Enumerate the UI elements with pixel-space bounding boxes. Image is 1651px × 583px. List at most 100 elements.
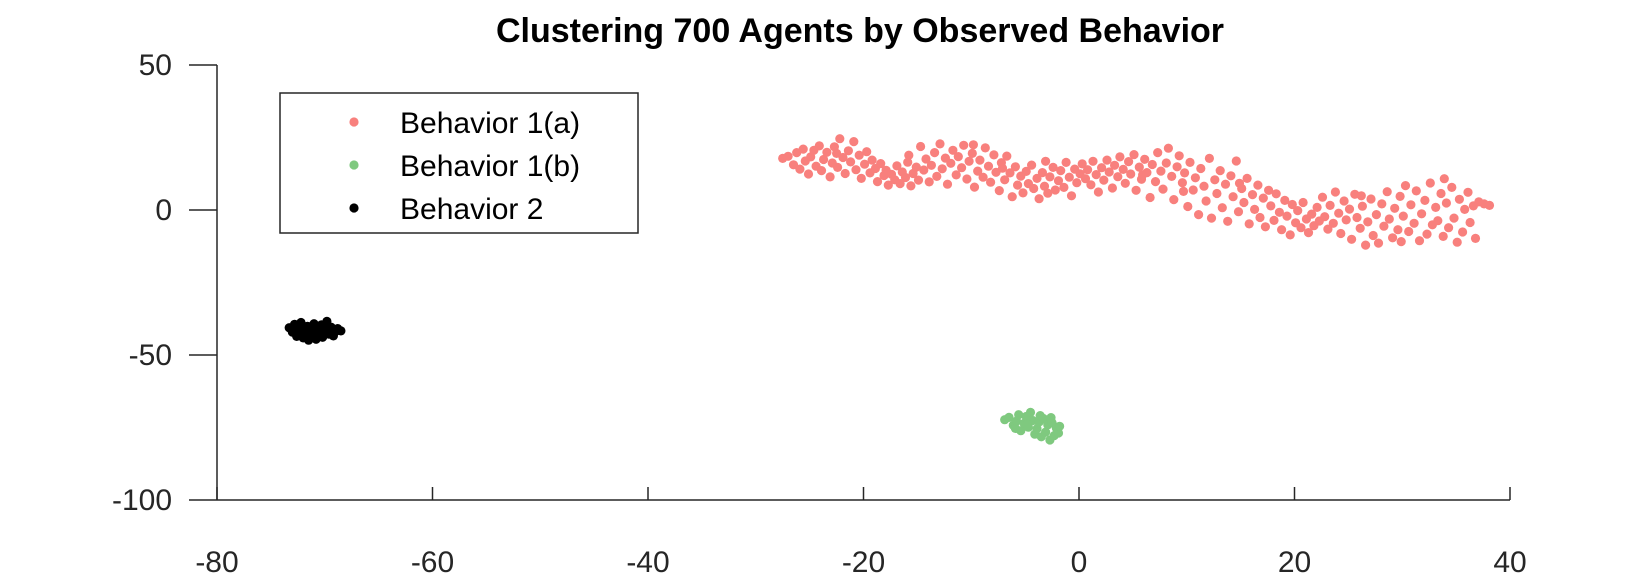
data-point [895,179,905,189]
data-point [1005,168,1015,178]
legend-box [279,92,639,234]
data-point [1061,157,1071,167]
data-point [1444,223,1454,233]
data-point [1041,427,1051,437]
data-point [1201,196,1211,206]
data-point [1174,151,1184,161]
data-point [1059,182,1069,192]
data-point [1439,174,1449,184]
data-point [1190,173,1200,183]
data-point [856,173,866,183]
data-point [1046,413,1056,423]
data-point [1215,166,1225,176]
data-point [822,147,832,157]
data-point [962,174,972,184]
data-point [1034,194,1044,204]
data-point [964,156,974,166]
data-point [973,166,983,176]
data-point [803,169,814,179]
data-point [1199,181,1209,191]
data-point [1280,195,1290,205]
data-point [1449,213,1459,223]
data-point [316,320,327,330]
data-point [1420,195,1430,205]
data-point [1025,407,1036,417]
data-point [946,158,956,168]
data-point [1140,154,1150,164]
data-point [1274,207,1284,217]
data-point [1400,181,1411,191]
data-point [1147,159,1157,170]
data-point [1188,185,1198,195]
data-point [1050,185,1060,195]
data-point [1010,423,1021,433]
data-point [1226,171,1236,181]
data-point [849,137,859,147]
x-tick-label: -80 [195,546,238,579]
data-point [1395,191,1405,201]
data-point [1366,194,1376,204]
data-point [1250,204,1260,214]
data-point [1460,204,1470,214]
data-point [1178,186,1189,196]
data-point [1312,202,1322,212]
data-point [1363,217,1373,227]
data-point [892,161,902,171]
data-point [1266,201,1276,211]
data-point [1317,192,1328,202]
data-point [1138,170,1148,180]
data-point [900,172,911,183]
data-point [968,140,979,150]
data-point [1452,237,1462,247]
data-point [1153,148,1163,158]
data-point [1285,230,1295,240]
data-point [1077,159,1087,169]
data-point [1447,182,1457,192]
data-point [860,159,870,169]
series-2 [1000,407,1065,445]
data-point [304,335,314,345]
data-point [1131,185,1141,195]
data-point [1269,215,1279,225]
data-point [840,168,850,179]
data-point [1080,174,1091,184]
data-point [975,155,985,165]
data-point [911,162,921,172]
data-point [1253,180,1263,190]
data-point [989,150,999,160]
data-point [1417,209,1427,219]
data-point [825,172,835,182]
data-point [924,177,934,187]
data-point [1355,223,1365,233]
data-point [1458,227,1468,237]
data-point [309,319,319,329]
data-point [1234,178,1245,188]
x-tick-label: -60 [411,546,454,579]
data-point [1463,187,1473,197]
data-point [1352,212,1362,223]
data-point [867,155,877,165]
data-point [1183,201,1193,212]
data-point [795,164,805,174]
data-point [1120,178,1130,188]
data-point [1431,202,1441,212]
data-point [1411,186,1421,196]
data-point [1013,180,1023,190]
data-point [1282,211,1292,221]
data-point [919,165,929,175]
legend-marker [349,160,359,170]
data-point [1396,237,1406,247]
data-point [1048,162,1058,172]
data-point [1325,200,1335,210]
data-point [1204,153,1214,163]
data-point [816,166,827,176]
data-point [1334,208,1344,218]
data-point [1255,212,1265,223]
data-point [1371,210,1381,220]
data-point [1454,194,1464,204]
data-point [1271,189,1281,199]
data-point [1210,175,1220,185]
data-point [1053,176,1064,186]
data-point [1056,166,1066,176]
data-point [1422,229,1432,239]
